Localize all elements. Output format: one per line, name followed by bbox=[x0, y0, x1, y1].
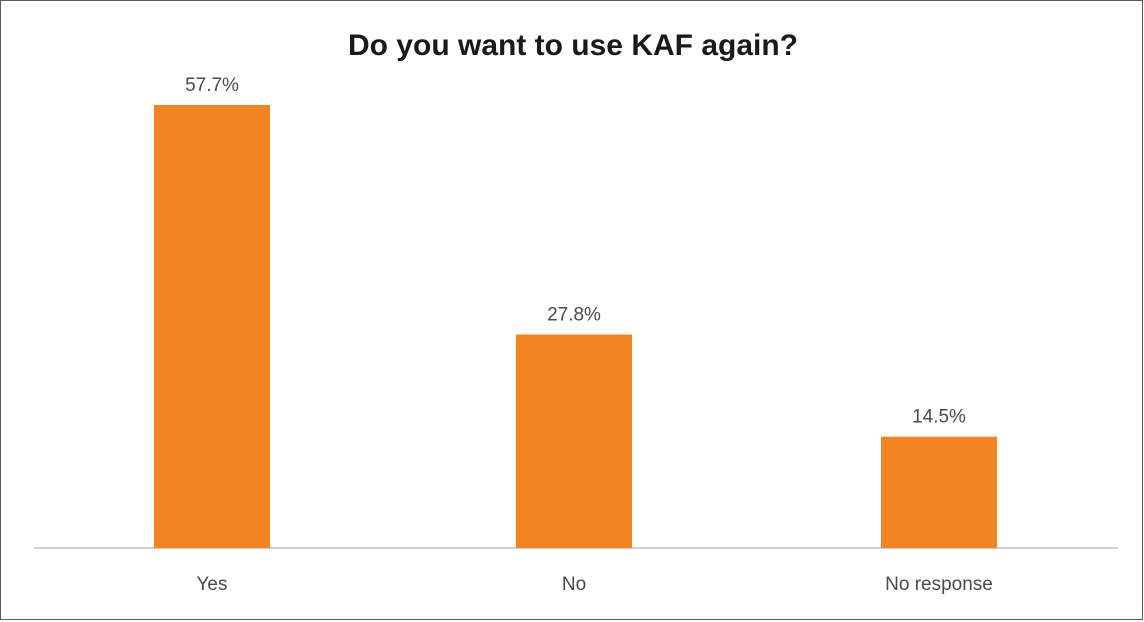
bar-no bbox=[516, 334, 632, 548]
category-label-no: No bbox=[562, 574, 586, 595]
bar-no-response bbox=[881, 436, 997, 548]
chart-title: Do you want to use KAF again? bbox=[347, 29, 798, 62]
bar-yes bbox=[154, 105, 270, 548]
data-label-no: 27.8% bbox=[547, 305, 601, 326]
data-label-yes: 57.7% bbox=[185, 75, 239, 96]
category-label-yes: Yes bbox=[197, 574, 228, 595]
category-label-no-response: No response bbox=[885, 574, 993, 595]
data-label-no-response: 14.5% bbox=[912, 407, 966, 428]
